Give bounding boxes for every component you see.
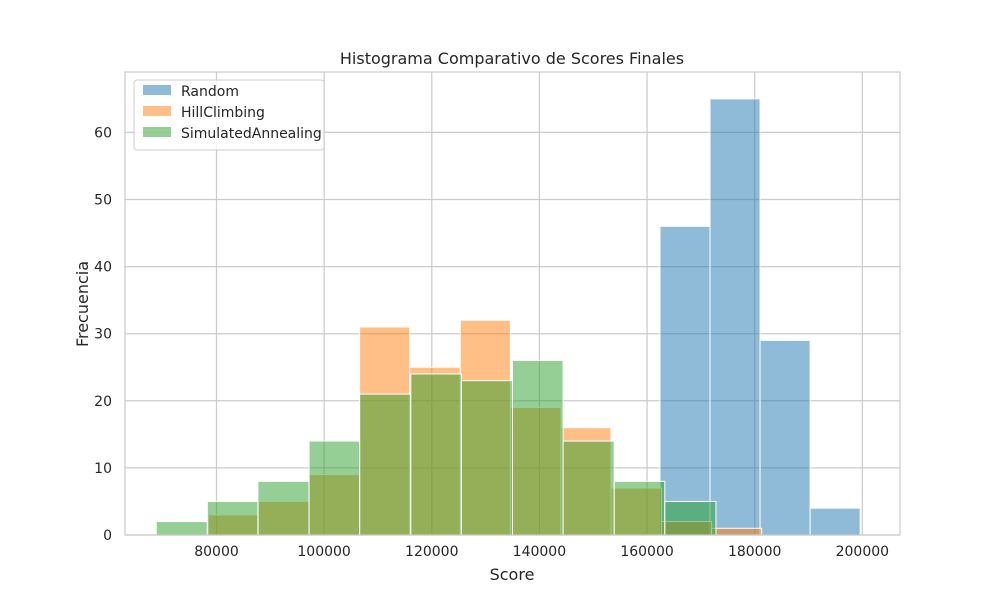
- histogram-bar-random: [809, 507, 861, 536]
- histogram-bar-simulatedannealing: [206, 500, 259, 536]
- x-axis-title: Score: [490, 565, 535, 584]
- y-tick-label: 0: [103, 528, 112, 544]
- x-tick-label: 80000: [194, 544, 239, 560]
- histogram-bar-simulatedannealing: [562, 440, 615, 536]
- y-axis-title: Frecuencia: [73, 261, 92, 347]
- histogram-bar-simulatedannealing: [460, 380, 513, 536]
- histogram-bar-simulatedannealing: [257, 480, 310, 536]
- x-tick-label: 140000: [513, 544, 566, 560]
- legend-label: HillClimbing: [181, 105, 265, 121]
- histogram-bar-simulatedannealing: [613, 480, 666, 536]
- y-tick-label: 30: [94, 327, 112, 343]
- histogram-bar-simulatedannealing: [308, 440, 361, 536]
- tick-labels: 80000 100000 120000 140000 160000 180000 20000…: [94, 125, 889, 560]
- legend-swatch: [143, 106, 171, 116]
- y-tick-label: 50: [94, 192, 112, 208]
- y-tick-label: 20: [94, 394, 112, 410]
- legend-entries: Random HillClimbing SimulatedAnnealing: [143, 84, 322, 142]
- histogram-bar-simulatedannealing: [664, 500, 717, 536]
- y-tick-label: 60: [94, 125, 112, 141]
- histogram-bar-simulatedannealing: [512, 360, 564, 536]
- x-tick-label: 160000: [620, 544, 673, 560]
- chart-title: Histograma Comparativo de Scores Finales: [340, 49, 684, 68]
- legend: Random HillClimbing SimulatedAnnealing: [133, 79, 325, 151]
- x-tick-label: 180000: [728, 544, 781, 560]
- x-tick-label: 120000: [405, 544, 458, 560]
- histogram-bar-simulatedannealing: [155, 521, 208, 536]
- legend-label: Random: [181, 84, 239, 100]
- y-tick-label: 10: [94, 461, 112, 477]
- histogram-bars: [155, 98, 861, 536]
- legend-swatch: [143, 127, 171, 137]
- histogram-bar-random: [759, 339, 811, 536]
- plot-frame: [124, 71, 901, 536]
- x-tick-label: 100000: [297, 544, 350, 560]
- histogram-bar-hillclimbing: [711, 527, 763, 536]
- histogram-bar-random: [659, 225, 711, 536]
- x-tick-label: 200000: [836, 544, 889, 560]
- legend-label: SimulatedAnnealing: [181, 126, 322, 142]
- histogram-bar-simulatedannealing: [410, 373, 462, 536]
- legend-frame: [133, 79, 325, 151]
- legend-swatch: [143, 85, 171, 95]
- histogram-bar-simulatedannealing: [359, 393, 412, 536]
- y-tick-label: 40: [94, 260, 112, 276]
- histogram-bar-random: [709, 98, 761, 536]
